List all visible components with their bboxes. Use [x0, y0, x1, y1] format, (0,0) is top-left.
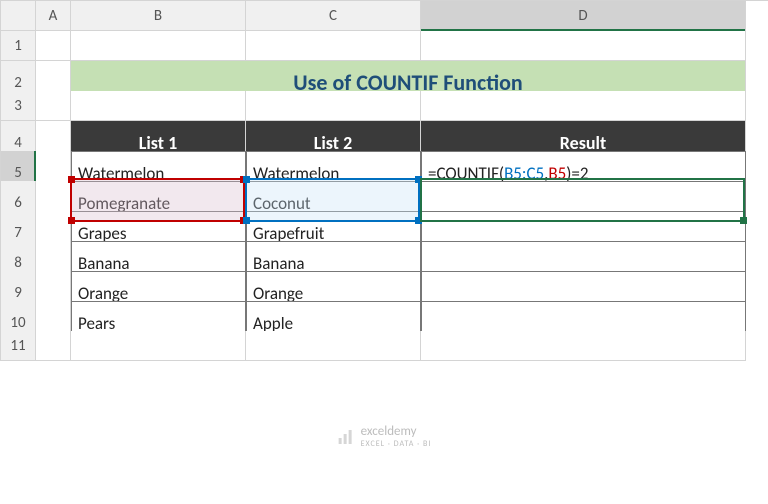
col-header-D[interactable]: D [421, 1, 746, 31]
cell-D11[interactable] [421, 331, 746, 361]
col-header-C[interactable]: C [246, 1, 421, 31]
cell-A11[interactable] [36, 331, 71, 361]
watermark-brand: exceldemy [361, 424, 432, 439]
col-header-A[interactable]: A [36, 1, 71, 31]
watermark-tag: EXCEL · DATA · BI [361, 439, 432, 449]
watermark: exceldemy EXCEL · DATA · BI [337, 424, 432, 449]
cell-B1[interactable] [71, 31, 246, 61]
cell-A3[interactable] [36, 91, 71, 121]
row-header-11[interactable]: 11 [1, 331, 36, 361]
cell-C3[interactable] [246, 91, 421, 121]
row-header-1[interactable]: 1 [1, 31, 36, 61]
cell-D3[interactable] [421, 91, 746, 121]
cell-D1[interactable] [421, 31, 746, 61]
row-header-3[interactable]: 3 [1, 91, 36, 121]
cell-A1[interactable] [36, 31, 71, 61]
cell-C1[interactable] [246, 31, 421, 61]
chart-icon [337, 428, 355, 446]
cell-C11[interactable] [246, 331, 421, 361]
cell-B3[interactable] [71, 91, 246, 121]
col-header-B[interactable]: B [71, 1, 246, 31]
spreadsheet-grid[interactable]: A B C D 1 2 Use of COUNTIF Function 3 4 … [0, 0, 768, 361]
select-all-corner[interactable] [1, 1, 36, 31]
cell-B11[interactable] [71, 331, 246, 361]
